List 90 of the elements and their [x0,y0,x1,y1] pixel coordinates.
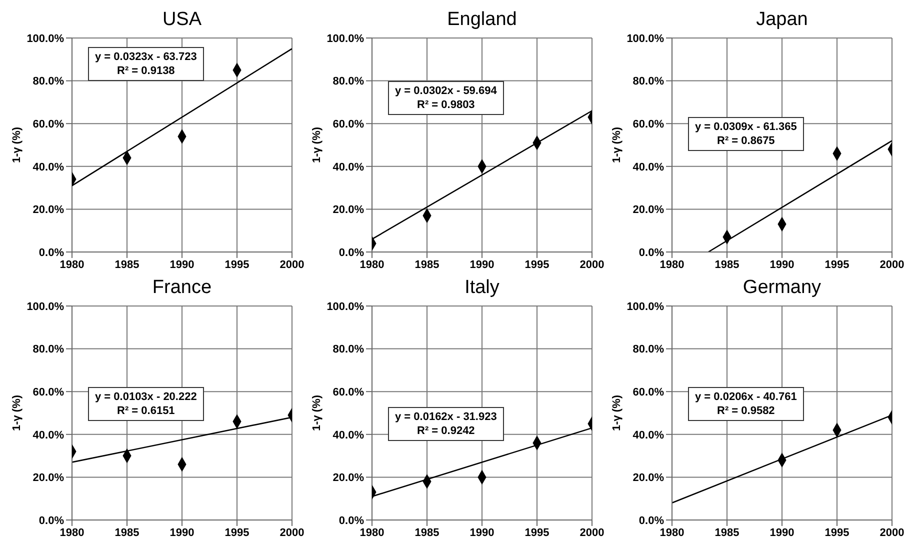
x-tick-label: 1990 [470,526,494,539]
x-tick-label: 2000 [880,526,904,539]
y-tick-label: 80.0% [32,344,64,356]
x-tick-label: 1995 [824,258,850,271]
y-tick-label: 60.0% [32,386,64,399]
chart-title: Japan [755,8,809,32]
y-tick-label: 20.0% [32,472,64,484]
y-tick-label: 80.0% [332,344,364,356]
x-tick-label: 1990 [770,258,794,271]
x-tick-label: 1985 [114,526,140,539]
x-tick-label: 1980 [660,526,684,539]
y-tick-label: 0.0% [338,246,364,259]
y-tick-label: 40.0% [32,161,64,174]
y-tick-label: 40.0% [632,429,664,442]
y-tick-label: 100.0% [626,300,664,313]
x-tick-label: 2000 [580,258,604,271]
y-tick-label: 100.0% [26,32,64,45]
x-tick-label: 1995 [224,526,250,539]
annotation: R² = 0.9803 [416,98,476,112]
annotation: y = 0.0162x - 31.923 [395,410,497,424]
y-tick-label: 40.0% [632,161,664,174]
x-tick-label: 1985 [114,258,140,271]
y-tick-label: 80.0% [332,76,364,88]
y-tick-label: 80.0% [632,344,664,356]
y-tick-label: 40.0% [332,429,364,442]
y-tick-label: 20.0% [332,472,364,484]
y-tick-label: 80.0% [632,76,664,88]
annotation: R² = 0.8675 [716,134,776,148]
x-tick-label: 2000 [580,526,604,539]
annotation: R² = 0.9138 [116,64,176,78]
y-tick-label: 60.0% [332,386,364,399]
chart-title: France [151,276,213,300]
x-tick-label: 2000 [880,258,904,271]
y-tick-label: 0.0% [38,246,64,259]
x-tick-label: 1980 [60,258,84,271]
x-tick-label: 1990 [770,526,794,539]
chart-title: England [446,8,518,32]
y-tick-label: 60.0% [632,386,664,399]
y-tick-label: 0.0% [638,246,664,259]
y-axis-title: 1-γ (%) [310,394,323,432]
y-tick-label: 60.0% [32,118,64,131]
y-tick-label: 100.0% [326,300,364,313]
y-tick-label: 60.0% [632,118,664,131]
y-tick-label: 0.0% [38,514,64,527]
y-axis-title: 1-γ (%) [610,126,623,164]
y-tick-label: 40.0% [32,429,64,442]
x-tick-label: 1985 [414,258,440,271]
x-tick-label: 1980 [660,258,684,271]
y-tick-label: 100.0% [326,32,364,45]
x-tick-label: 1995 [824,526,850,539]
annotation: y = 0.0323x - 63.723 [95,50,197,64]
chart-title: Germany [742,276,822,300]
y-tick-label: 40.0% [332,161,364,174]
y-tick-label: 20.0% [332,204,364,216]
x-tick-label: 1985 [714,526,740,539]
y-tick-label: 60.0% [332,118,364,131]
annotation: y = 0.0302x - 59.694 [395,84,497,98]
x-tick-label: 1995 [524,258,550,271]
y-tick-label: 100.0% [26,300,64,313]
annotation: R² = 0.6151 [116,404,176,418]
y-tick-label: 0.0% [638,514,664,527]
y-tick-label: 20.0% [632,472,664,484]
chart-title: USA [161,8,203,32]
y-tick-label: 20.0% [32,204,64,216]
x-tick-label: 1995 [224,258,250,271]
annotation: y = 0.0206x - 40.761 [695,390,797,404]
chart-title: Italy [464,276,500,300]
annotation: y = 0.0309x - 61.365 [695,120,797,134]
y-tick-label: 0.0% [338,514,364,527]
x-tick-label: 1980 [360,258,384,271]
x-tick-label: 1995 [524,526,550,539]
y-tick-label: 80.0% [32,76,64,88]
y-axis-title: 1-γ (%) [10,394,23,432]
annotation: R² = 0.9242 [416,424,476,438]
x-tick-label: 1980 [60,526,84,539]
x-tick-label: 1990 [170,526,194,539]
x-tick-label: 1990 [170,258,194,271]
x-tick-label: 1990 [470,258,494,271]
x-tick-label: 2000 [280,526,304,539]
x-tick-label: 1985 [414,526,440,539]
y-axis-title: 1-γ (%) [10,126,23,164]
x-tick-label: 1985 [714,258,740,271]
y-axis-title: 1-γ (%) [610,394,623,432]
y-tick-label: 100.0% [626,32,664,45]
y-tick-label: 20.0% [632,204,664,216]
x-tick-label: 2000 [280,258,304,271]
annotation: y = 0.0103x - 20.222 [95,390,197,404]
x-tick-label: 1980 [360,526,384,539]
annotation: R² = 0.9582 [716,404,776,418]
y-axis-title: 1-γ (%) [310,126,323,164]
